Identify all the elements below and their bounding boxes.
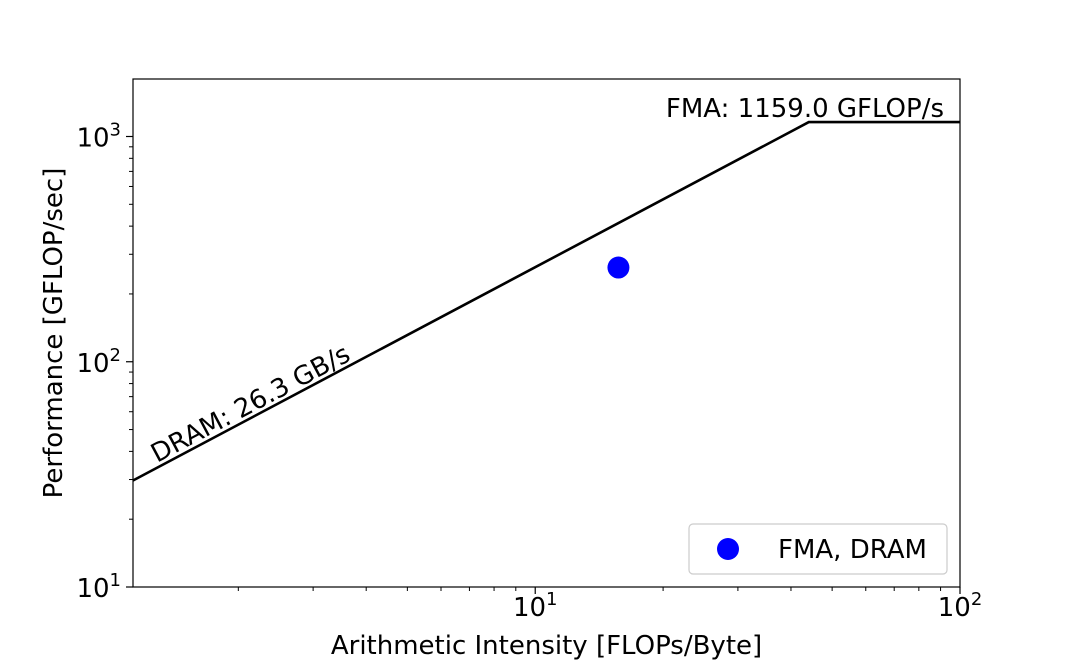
fma-peak-label: FMA: 1159.0 GFLOP/s	[666, 94, 944, 124]
x-tick-label-0: 101	[513, 589, 558, 623]
legend-box	[688, 523, 948, 575]
y-axis-ticks: 101 102 103	[76, 120, 133, 604]
x-axis-label: Arithmetic Intensity [FLOPs/Byte]	[331, 631, 762, 660]
y-tick-label-0: 101	[76, 570, 121, 604]
legend: FMA, DRAM	[688, 523, 948, 575]
data-point-0-0	[607, 256, 630, 279]
x-axis-ticks: 101 102	[237, 587, 983, 623]
y-tick-label-2: 103	[76, 120, 121, 154]
data-points	[607, 256, 630, 279]
x-tick-label-1: 102	[938, 589, 983, 623]
legend-marker-fma-dram	[717, 538, 739, 560]
y-tick-label-1: 102	[76, 345, 121, 379]
axes-frame	[132, 78, 961, 588]
plot-area	[132, 78, 961, 588]
dram-bandwidth-label: DRAM: 26.3 GB/s	[146, 339, 355, 469]
roofline-line	[132, 120, 960, 482]
y-axis-label: Performance [GFLOP/sec]	[39, 168, 69, 499]
legend-label-fma-dram: FMA, DRAM	[778, 535, 927, 565]
